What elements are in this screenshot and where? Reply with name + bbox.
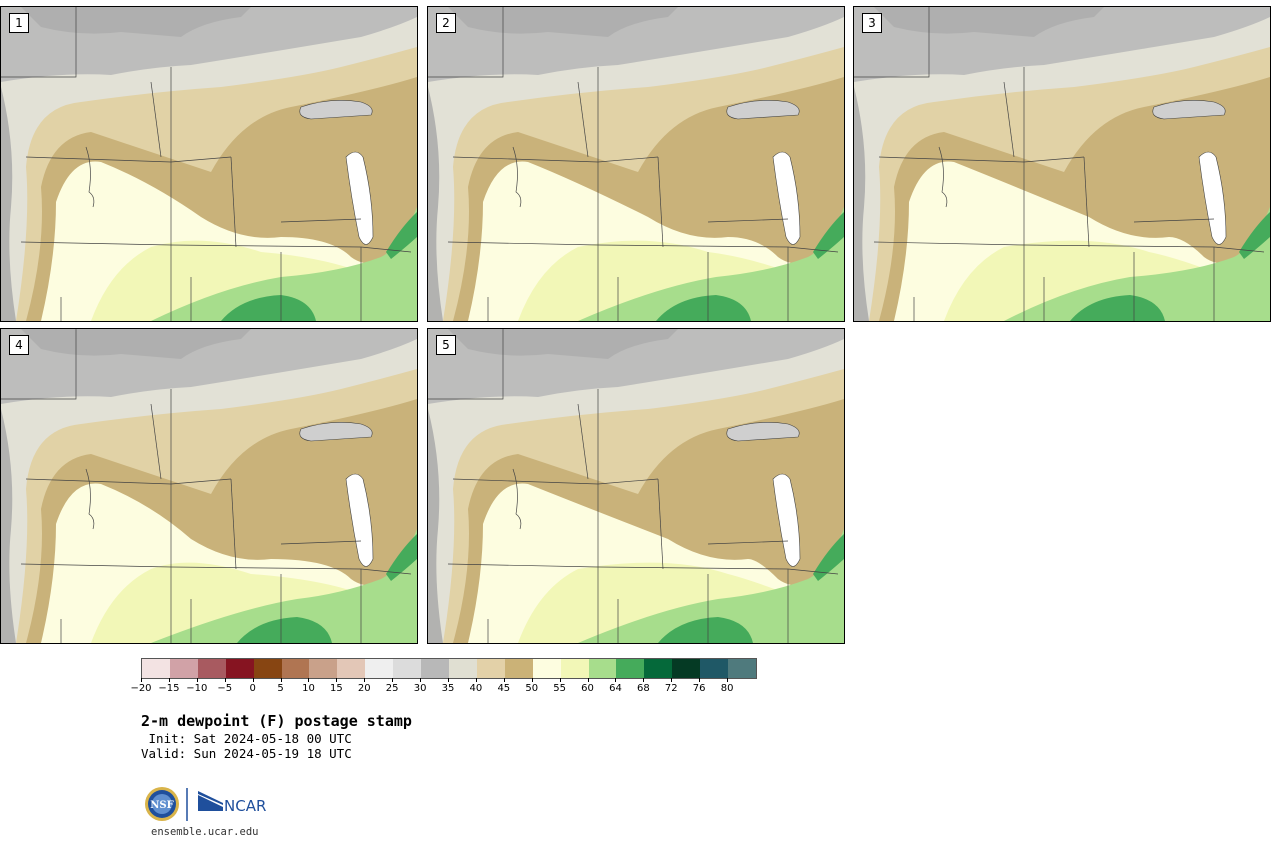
chart-title: 2-m dewpoint (F) postage stamp [141,712,412,730]
colorbar-tick-label: 80 [720,683,734,694]
colorbar-tick [448,678,449,682]
colorbar-tick [420,678,422,682]
colorbar-tick-label: 55 [553,683,566,694]
colorbar-tick-label: 64 [609,683,622,694]
colorbar-tick [336,678,338,682]
colorbar-bin [365,659,394,678]
colorbar-tick [615,678,617,682]
colorbar-tick [280,678,282,682]
colorbar-tick-label: 40 [469,683,483,694]
init-time: Init: Sat 2024-05-18 00 UTC [141,731,352,746]
dewpoint-map-2 [428,7,844,321]
colorbar-tick-label: 45 [497,683,511,694]
colorbar-tick-label: 72 [664,683,678,694]
panel-label: 2 [436,13,456,33]
colorbar-tick [587,678,589,682]
colorbar-tick [671,678,673,682]
panel-label: 4 [9,335,29,355]
logos: NSF NCAR [145,787,266,821]
member-panel-4: 4 [0,328,418,644]
ncar-logo-text: NCAR [224,797,266,815]
colorbar-tick-label: 60 [581,683,594,694]
colorbar-bin [253,659,282,678]
site-url: ensemble.ucar.edu [151,826,259,838]
colorbar-tick-label: 10 [302,683,315,694]
colorbar-bin [504,659,533,678]
colorbar-tick [475,678,477,682]
colorbar-tick [224,678,226,682]
member-panel-3: 3 [853,6,1271,322]
valid-time: Valid: Sun 2024-05-19 18 UTC [141,746,352,761]
colorbar-tick-label: 68 [636,683,650,694]
colorbar-ticks: −20 −15 −10 −5 0 5 10 15 20 25 30 35 40 45 50 55 60 64 68 7… [130,678,757,698]
dewpoint-map-5 [428,329,844,643]
colorbar-tick [727,678,729,682]
colorbar-tick-label: −5 [217,683,233,694]
colorbar-bin [560,659,589,678]
member-panel-1: 1 [0,6,418,322]
colorbar-bin [421,659,449,678]
nsf-logo-icon: NSF [145,787,179,821]
colorbar-bin [616,659,645,678]
colorbar-bin [337,659,366,678]
colorbar-bin [700,659,729,678]
colorbar-tick [392,678,394,682]
colorbar-bin [448,659,477,678]
colorbar-tick [643,678,645,682]
colorbar-tick [168,678,170,682]
colorbar-tick-label: −20 [130,683,152,694]
colorbar-tick [252,678,254,682]
colorbar-tick-label: 35 [441,683,455,694]
colorbar-bin [169,659,198,678]
colorbar-tick [503,678,505,682]
colorbar-bin [476,659,505,678]
colorbar-bin [197,659,226,678]
colorbar-bin [672,659,701,678]
colorbar-tick-label: 0 [249,683,256,694]
colorbar-tick-label: −15 [158,683,180,694]
colorbar-bin [281,659,310,678]
colorbar-bin [142,659,170,678]
colorbar-bin [225,659,254,678]
colorbar-tick [364,678,366,682]
colorbar-bin [728,659,756,678]
dewpoint-map-1 [1,7,417,321]
colorbar-tick [531,678,533,682]
panel-label: 1 [9,13,29,33]
colorbar-tick [559,678,561,682]
dewpoint-colorbar [141,658,757,679]
colorbar-tick-label: 5 [277,683,284,694]
member-panel-2: 2 [427,6,845,322]
ncar-logo-icon: NCAR [198,791,266,815]
colorbar-tick [196,678,198,682]
panel-label: 5 [436,335,456,355]
panel-label: 3 [862,13,882,33]
colorbar-tick-label: 50 [525,683,539,694]
colorbar-bin [532,659,561,678]
colorbar-tick-label: 30 [413,683,427,694]
colorbar-bin [644,659,673,678]
colorbar-tick-label: 15 [329,683,343,694]
colorbar-tick [308,678,310,682]
colorbar-tick-label: 76 [692,683,706,694]
colorbar-tick-label: 20 [357,683,371,694]
colorbar-tick [141,678,142,682]
colorbar-bin [393,659,422,678]
nsf-logo-text: NSF [150,800,173,811]
dewpoint-map-3 [854,7,1270,321]
colorbar-tick [699,678,701,682]
colorbar-bin [309,659,338,678]
dewpoint-map-4 [1,329,417,643]
member-panel-5: 5 [427,328,845,644]
colorbar-tick-label: −10 [186,683,208,694]
colorbar-bin [588,659,617,678]
colorbar-tick-label: 25 [385,683,399,694]
